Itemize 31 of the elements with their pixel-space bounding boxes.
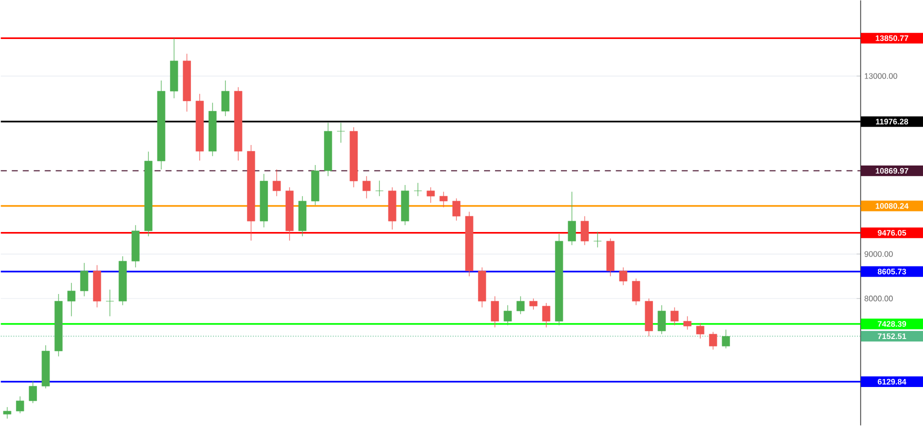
candlestick: [542, 302, 550, 328]
candlestick: [426, 187, 435, 204]
candlestick: [336, 122, 345, 144]
candlestick: [709, 332, 718, 350]
candlestick: [490, 296, 499, 328]
candlestick: [16, 396, 24, 414]
candlestick: [696, 322, 704, 339]
candlestick: [362, 176, 371, 199]
candlestick: [28, 380, 37, 404]
candlestick: [414, 182, 422, 197]
candlestick: [632, 278, 640, 306]
candlestick: [594, 232, 602, 248]
candlestick: [272, 169, 281, 197]
candlestick: [440, 192, 448, 208]
candlestick: [221, 80, 230, 117]
candlestick: [375, 180, 384, 197]
candlestick: [106, 289, 114, 317]
candlestick: [452, 198, 460, 222]
candlestick: [658, 305, 666, 335]
candlestick: [504, 305, 512, 326]
candlestick: [67, 282, 76, 317]
candlestick: [80, 262, 88, 297]
candlestick: [580, 216, 589, 246]
candlestick: [3, 406, 12, 420]
candlestick: [670, 307, 679, 326]
candlestick: [529, 298, 538, 310]
candlestick: [619, 267, 628, 286]
candlestick: [683, 316, 692, 330]
candlestick: [722, 329, 730, 349]
candlestick: [516, 296, 525, 315]
candlestick: [568, 192, 576, 246]
